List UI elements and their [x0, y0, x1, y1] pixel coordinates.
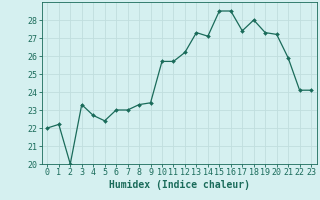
X-axis label: Humidex (Indice chaleur): Humidex (Indice chaleur) — [109, 180, 250, 190]
